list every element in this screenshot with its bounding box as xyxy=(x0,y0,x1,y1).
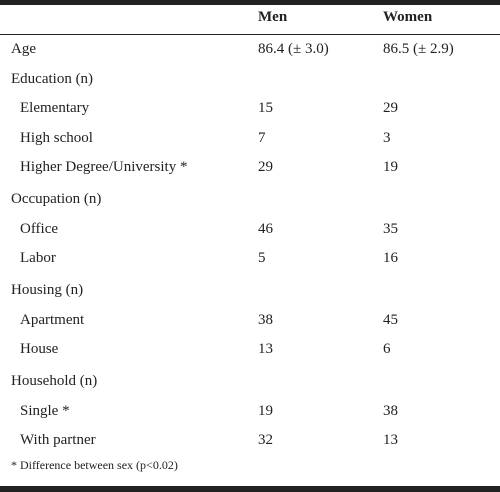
cell-women: 16 xyxy=(383,250,398,266)
cell-men: 7 xyxy=(258,129,266,146)
cell-men: 29 xyxy=(258,159,273,175)
cell-women: 45 xyxy=(383,311,398,328)
column-header: Men xyxy=(258,9,288,25)
row-label: Elementary xyxy=(20,100,90,116)
row-label: Higher Degree/University * xyxy=(20,159,188,175)
cell-men: 19 xyxy=(258,402,273,419)
header-rule xyxy=(0,34,500,35)
cell-women: 86.5 (± 2.9) xyxy=(383,41,454,57)
cell-men: 46 xyxy=(258,220,273,237)
cell-women: 3 xyxy=(383,129,391,146)
cell-women: 35 xyxy=(383,220,398,237)
section-label: Education (n) xyxy=(11,70,94,87)
cell-men: 32 xyxy=(258,432,273,448)
row-label: Single * xyxy=(20,402,70,419)
cell-women: 29 xyxy=(383,100,398,116)
column-header: Women xyxy=(383,9,433,25)
cell-women: 6 xyxy=(383,341,391,357)
row-label: Apartment xyxy=(20,311,85,328)
cell-women: 19 xyxy=(383,159,398,175)
bottom-rule xyxy=(0,486,500,492)
cell-men: 5 xyxy=(258,250,266,266)
section-label: Age xyxy=(11,41,36,57)
row-label: Labor xyxy=(20,250,56,266)
section-label: Occupation (n) xyxy=(11,191,102,207)
cell-women: 38 xyxy=(383,402,398,419)
top-rule xyxy=(0,0,500,5)
row-label: High school xyxy=(20,129,93,146)
row-label: Office xyxy=(20,220,59,237)
cell-women: 13 xyxy=(383,432,398,448)
cell-men: 38 xyxy=(258,311,273,328)
row-label: House xyxy=(20,341,59,357)
section-label: Housing (n) xyxy=(11,282,84,298)
cell-men: 15 xyxy=(258,100,273,116)
footnote: * Difference between sex (p<0.02) xyxy=(11,458,178,472)
cell-men: 13 xyxy=(258,341,273,357)
cell-men: 86.4 (± 3.0) xyxy=(258,41,329,57)
section-label: Household (n) xyxy=(11,373,98,389)
row-label: With partner xyxy=(20,432,96,448)
